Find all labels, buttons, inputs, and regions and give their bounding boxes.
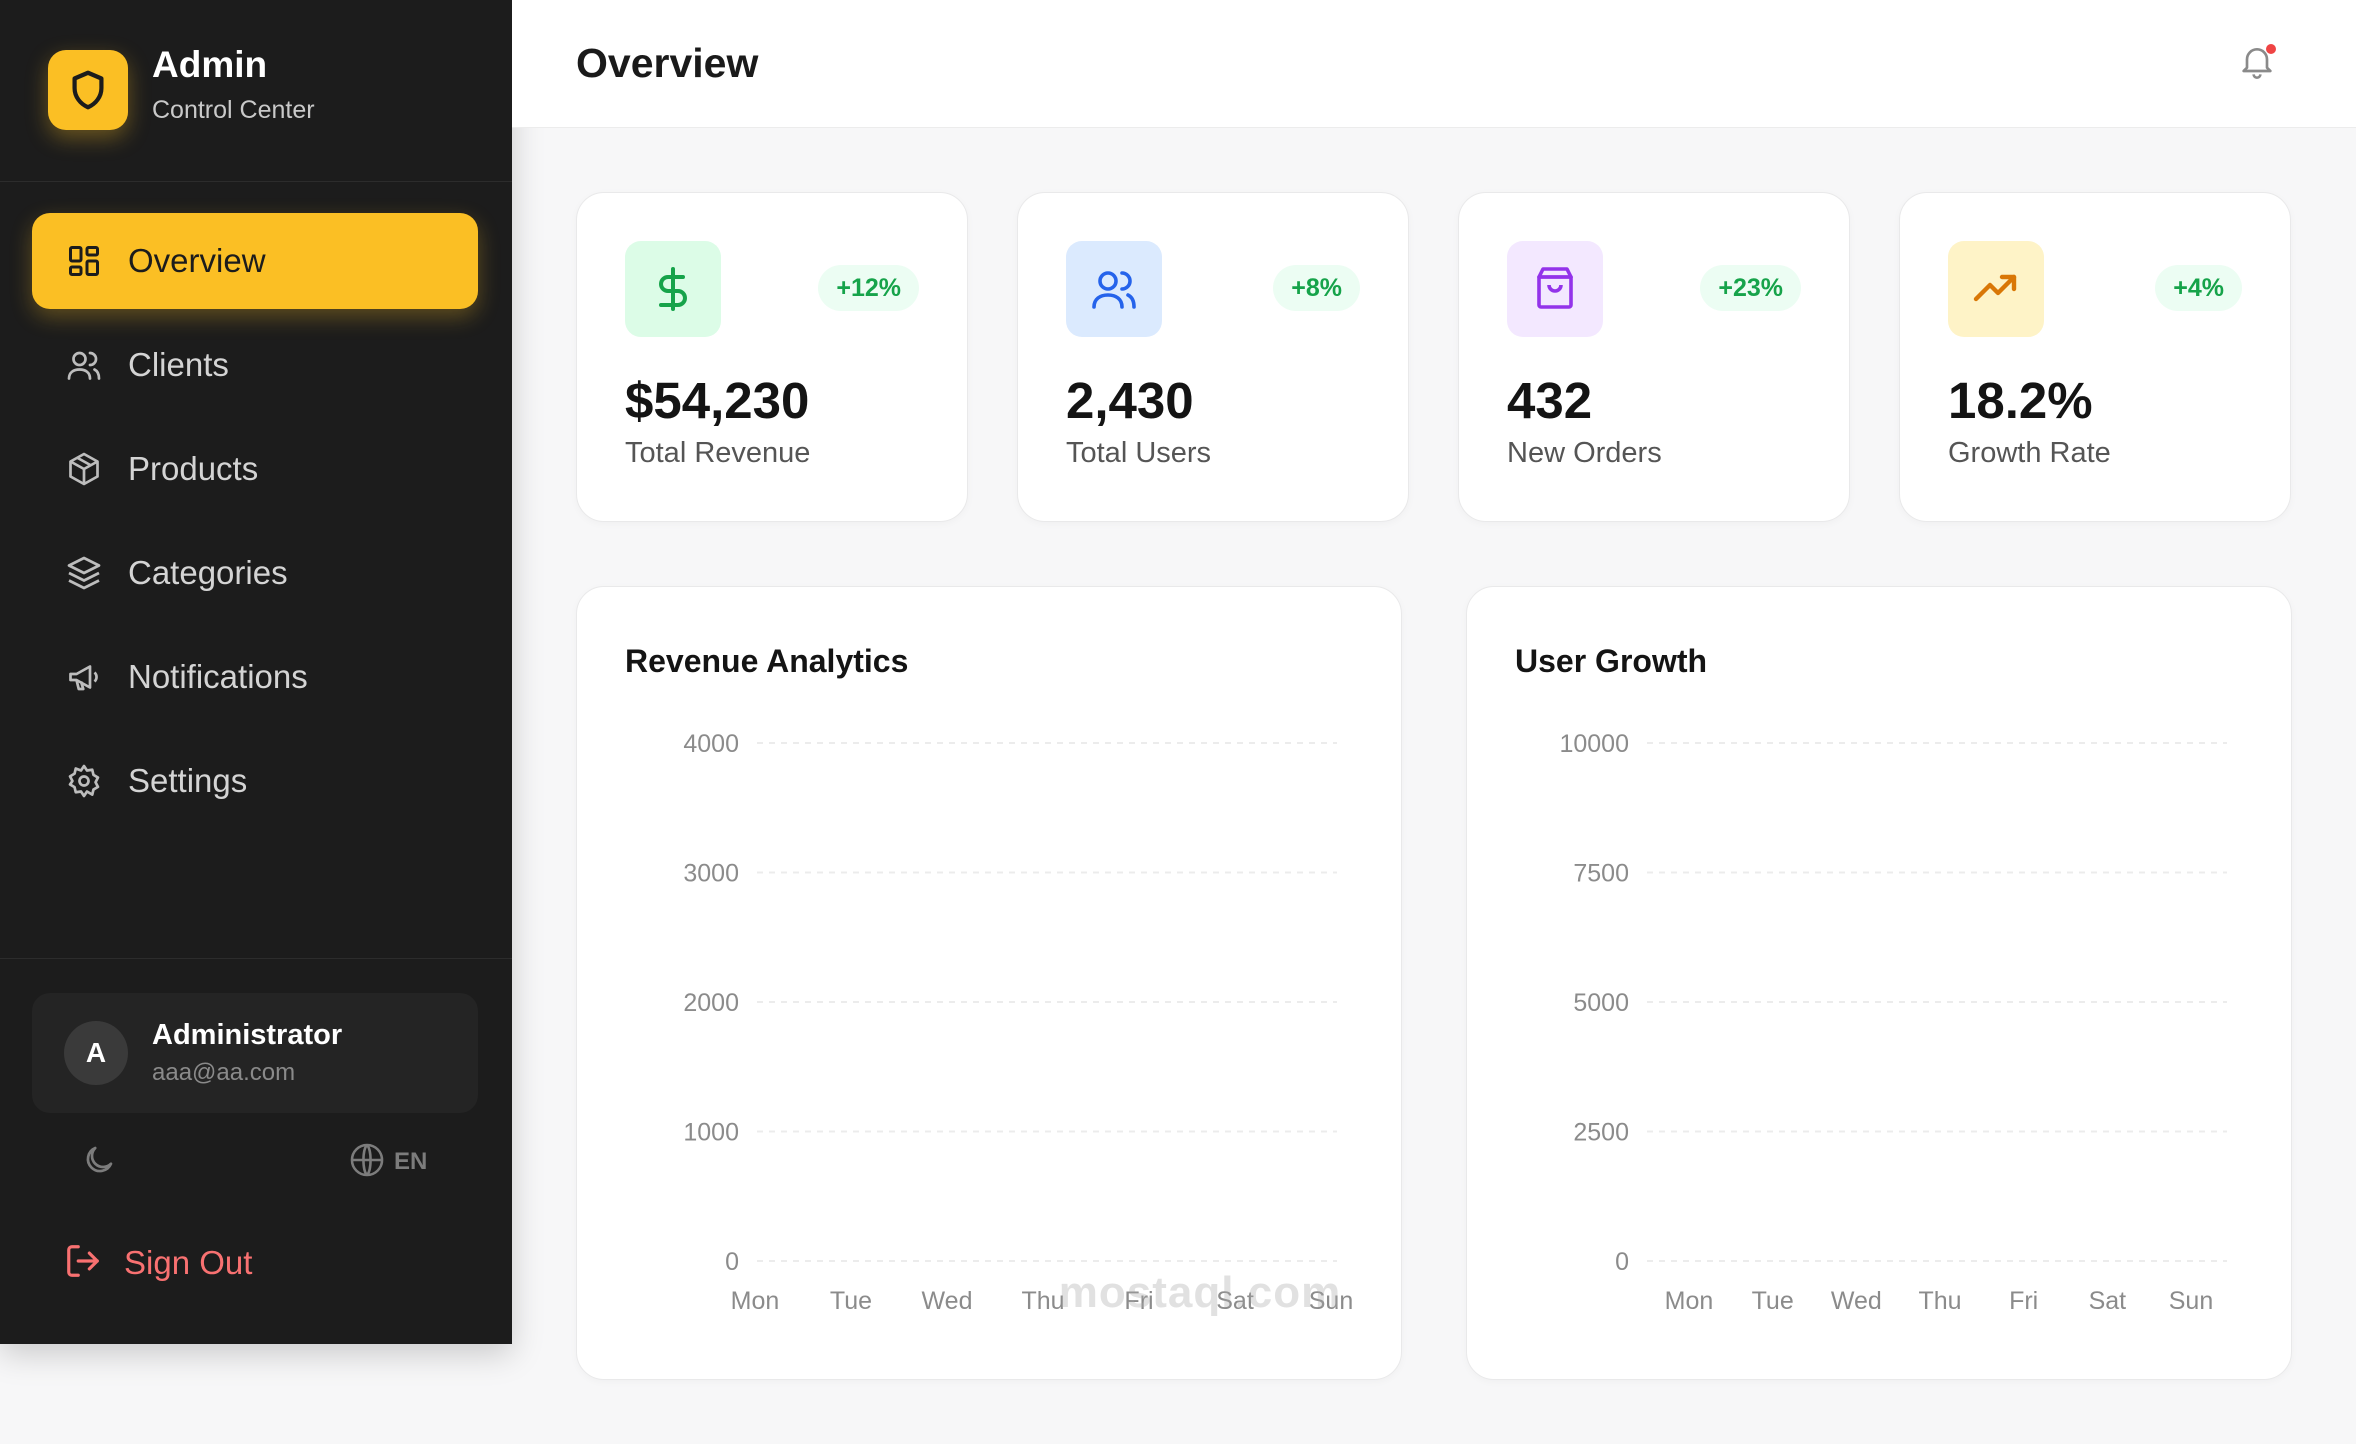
stat-card-orders: +23% 432 New Orders <box>1458 192 1850 522</box>
sidebar-item-label: Settings <box>128 762 248 799</box>
avatar: A <box>64 1021 128 1085</box>
revenue-chart: 0 1000 2000 3000 4000 Mon Tue Wed Thu Fri Sat Sun <box>683 730 1353 1315</box>
trending-up-icon <box>1948 241 2044 337</box>
dollar-icon <box>625 241 721 337</box>
x-tick-label: Sun <box>1309 1287 1353 1315</box>
sidebar-item-notifications[interactable]: Notifications <box>32 629 478 725</box>
y-tick-label: 4000 <box>683 730 739 758</box>
shopping-bag-icon <box>1507 241 1603 337</box>
revenue-analytics-card: Revenue Analytics 0 1000 2000 3000 4000 Mon Tu… <box>576 586 1402 1380</box>
y-tick-label: 0 <box>725 1248 739 1276</box>
theme-toggle[interactable] <box>78 1141 120 1183</box>
stat-value: 2,430 <box>1066 372 1194 429</box>
stat-value: $54,230 <box>625 372 810 429</box>
y-tick-label: 2500 <box>1573 1119 1629 1147</box>
users-icon <box>1066 241 1162 337</box>
brand-subtitle: Control Center <box>152 96 315 124</box>
user-name: Administrator <box>152 1019 343 1051</box>
chart-title: User Growth <box>1515 643 1708 679</box>
brand: Admin Control Center <box>0 0 512 182</box>
box-icon <box>64 449 104 489</box>
megaphone-icon <box>64 657 104 697</box>
sidebar-item-label: Clients <box>128 346 229 383</box>
x-tick-label: Wed <box>922 1287 973 1315</box>
layers-icon <box>64 553 104 593</box>
sidebar-item-overview[interactable]: Overview <box>32 213 478 309</box>
x-tick-label: Mon <box>731 1287 780 1315</box>
x-tick-label: Wed <box>1831 1287 1882 1315</box>
notifications-button[interactable] <box>2234 40 2280 86</box>
change-badge: +8% <box>1273 265 1360 311</box>
stat-label: New Orders <box>1507 437 1662 469</box>
moon-icon <box>81 1142 117 1183</box>
x-tick-label: Sun <box>2169 1287 2213 1315</box>
brand-title: Admin <box>152 44 268 85</box>
sidebar-item-label: Overview <box>128 242 266 279</box>
sidebar-item-clients[interactable]: Clients <box>32 317 478 413</box>
user-email: aaa@aa.com <box>152 1059 296 1086</box>
x-tick-label: Fri <box>1124 1287 1153 1315</box>
y-tick-label: 0 <box>1615 1248 1629 1276</box>
sidebar: Admin Control Center Overview Clients Pr… <box>0 0 512 1344</box>
y-tick-label: 1000 <box>683 1119 739 1147</box>
user-growth-chart: 0 2500 5000 7500 10000 Mon Tue Wed Thu Fri Sat Sun <box>1559 730 2227 1315</box>
bell-icon <box>2237 41 2277 86</box>
globe-icon <box>348 1141 386 1184</box>
y-tick-label: 3000 <box>683 860 739 888</box>
stat-label: Total Revenue <box>625 437 811 469</box>
x-tick-label: Sat <box>1216 1287 1254 1315</box>
grid-icon <box>64 241 104 281</box>
gear-icon <box>64 761 104 801</box>
stat-card-growth: +4% 18.2% Growth Rate <box>1899 192 2291 522</box>
user-card[interactable]: A Administrator aaa@aa.com <box>32 993 478 1113</box>
x-tick-label: Fri <box>2009 1287 2038 1315</box>
sidebar-item-label: Notifications <box>128 658 308 695</box>
x-tick-label: Tue <box>830 1287 872 1315</box>
x-tick-label: Sat <box>2089 1287 2127 1315</box>
top-header: Overview <box>512 0 2356 128</box>
sign-out-label: Sign Out <box>124 1244 253 1281</box>
y-tick-label: 7500 <box>1573 860 1629 888</box>
x-tick-label: Tue <box>1752 1287 1794 1315</box>
y-tick-label: 5000 <box>1573 989 1629 1017</box>
change-badge: +4% <box>2155 265 2242 311</box>
sidebar-footer: A Administrator aaa@aa.com EN Sign Out <box>0 958 512 1344</box>
sidebar-item-settings[interactable]: Settings <box>32 733 478 829</box>
y-tick-label: 10000 <box>1559 730 1629 758</box>
users-icon <box>64 345 104 385</box>
stat-card-revenue: +12% $54,230 Total Revenue <box>576 192 968 522</box>
x-tick-label: Mon <box>1665 1287 1714 1315</box>
sidebar-item-categories[interactable]: Categories <box>32 525 478 621</box>
notification-dot <box>2266 44 2276 54</box>
x-tick-label: Thu <box>1918 1287 1961 1315</box>
change-badge: +23% <box>1700 265 1801 311</box>
logout-icon <box>64 1242 102 1285</box>
stat-label: Growth Rate <box>1948 437 2111 469</box>
sidebar-item-products[interactable]: Products <box>32 421 478 517</box>
page-title: Overview <box>576 40 759 86</box>
stat-label: Total Users <box>1066 437 1212 469</box>
shield-icon <box>48 50 128 130</box>
x-tick-label: Thu <box>1021 1287 1064 1315</box>
language-toggle[interactable]: EN <box>348 1141 427 1183</box>
sidebar-nav: Overview Clients Products Categories Not… <box>32 213 478 837</box>
change-badge: +12% <box>818 265 919 311</box>
sidebar-item-label: Products <box>128 450 259 487</box>
sidebar-item-label: Categories <box>128 554 288 591</box>
y-tick-label: 2000 <box>683 989 739 1017</box>
user-growth-card: User Growth 0 2500 5000 7500 10000 Mon Tue Wed T… <box>1466 586 2292 1380</box>
stat-value: 432 <box>1507 372 1593 429</box>
watermark: mostaql.com <box>1058 1268 1342 1317</box>
language-label: EN <box>394 1148 428 1175</box>
stat-card-users: +8% 2,430 Total Users <box>1017 192 1409 522</box>
sign-out-button[interactable]: Sign Out <box>64 1239 252 1287</box>
stat-value: 18.2% <box>1948 372 2093 429</box>
chart-title: Revenue Analytics <box>625 643 909 679</box>
